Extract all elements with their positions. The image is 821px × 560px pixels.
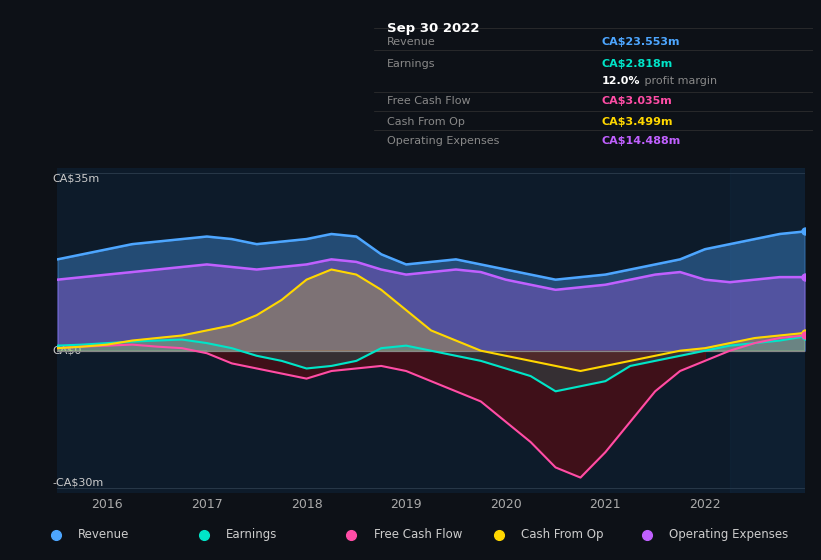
Text: CA$23.553m: CA$23.553m [602,37,681,47]
Bar [730,168,805,493]
Text: CA$2.818m: CA$2.818m [602,59,673,69]
Text: Cash From Op: Cash From Op [521,528,603,542]
Text: Revenue: Revenue [78,528,130,542]
Text: -CA$30m: -CA$30m [53,478,103,488]
Text: CA$0: CA$0 [53,346,82,356]
Text: Free Cash Flow: Free Cash Flow [374,528,462,542]
Text: CA$35m: CA$35m [53,173,99,183]
Text: Earnings: Earnings [226,528,277,542]
Text: Earnings: Earnings [387,59,435,69]
Text: Operating Expenses: Operating Expenses [669,528,788,542]
Text: Revenue: Revenue [387,37,435,47]
Text: Free Cash Flow: Free Cash Flow [387,96,470,106]
Text: CA$14.488m: CA$14.488m [602,137,681,146]
Text: CA$3.499m: CA$3.499m [602,117,673,127]
Text: Sep 30 2022: Sep 30 2022 [387,22,479,35]
Text: profit margin: profit margin [641,76,718,86]
Text: CA$3.035m: CA$3.035m [602,96,672,106]
Text: Operating Expenses: Operating Expenses [387,137,499,146]
Text: 12.0%: 12.0% [602,76,640,86]
Text: Cash From Op: Cash From Op [387,117,465,127]
